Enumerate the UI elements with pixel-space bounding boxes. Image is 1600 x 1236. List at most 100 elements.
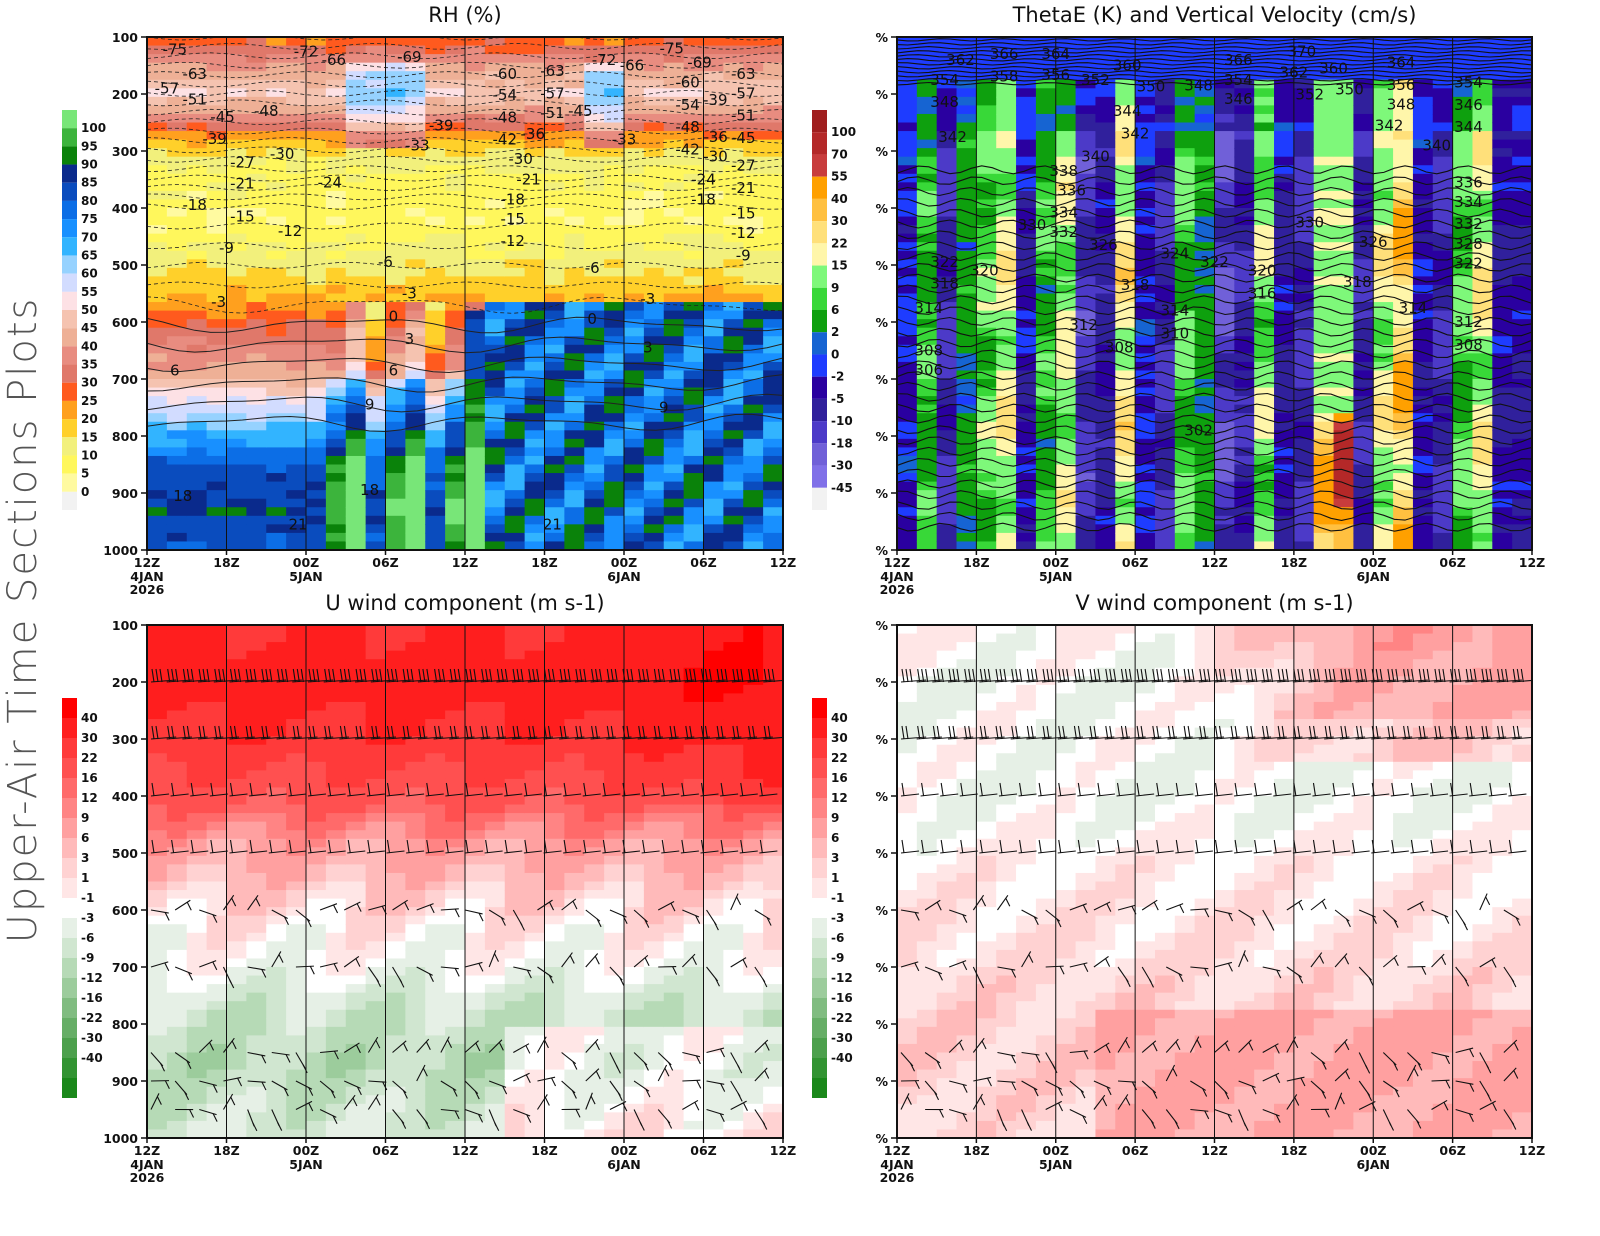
contour-cell: [166, 1009, 188, 1019]
contour-cell: [1333, 464, 1354, 474]
contour-cell: [1174, 302, 1196, 312]
contour-cell: [206, 165, 228, 175]
contour-cell: [936, 71, 958, 81]
contour-cell: [1174, 105, 1196, 115]
contour-cell: [897, 379, 918, 389]
contour-cell: [956, 515, 977, 525]
contour-cell: [1412, 216, 1434, 226]
contour-cell: [916, 45, 938, 55]
contour-cell: [956, 225, 977, 235]
contour-cell: [266, 336, 287, 346]
contour-cell: [385, 813, 406, 823]
contour-cell: [1512, 327, 1532, 337]
contour-cell: [226, 958, 247, 968]
contour-cell: [956, 284, 977, 295]
isotherm-line: [147, 146, 783, 154]
contour-cell: [1333, 447, 1354, 457]
contour-cell: [166, 1026, 188, 1036]
contour-cell: [425, 148, 446, 158]
contour-cell: [723, 165, 744, 175]
contour-cell: [306, 208, 327, 218]
contour-cell: [1214, 54, 1235, 64]
contour-cell: [186, 267, 208, 277]
contour-cell: [643, 156, 665, 166]
contour-cell: [266, 821, 287, 831]
contour-cell: [445, 250, 466, 260]
contour-cell: [266, 293, 287, 303]
contour-cell: [936, 242, 958, 252]
contour-cell: [1432, 216, 1454, 226]
contour-cell: [266, 642, 287, 652]
contour-cell: [186, 1086, 208, 1096]
contour-cell: [564, 490, 585, 500]
contour-cell: [166, 507, 188, 517]
contour-cell: [897, 302, 918, 312]
contour-cell: [286, 625, 307, 635]
contour-cell: [425, 327, 446, 337]
contour-cell: [365, 1103, 387, 1113]
contour-cell: [1472, 139, 1493, 149]
contour-cell: [484, 447, 506, 457]
contour-cell: [286, 259, 307, 269]
contour-cell: [306, 753, 327, 763]
contour-cell: [325, 319, 347, 329]
contour-cell: [1055, 173, 1077, 183]
contour-cell: [445, 259, 466, 269]
contour-cell: [286, 327, 307, 337]
contour-cell: [1333, 148, 1354, 158]
contour-label: 330: [1295, 213, 1324, 231]
contour-cell: [186, 1129, 208, 1138]
contour-cell: [445, 404, 466, 414]
contour-cell: [345, 276, 367, 286]
contour-cell: [186, 701, 208, 712]
contour-cell: [1135, 45, 1156, 55]
contour-cell: [1135, 524, 1156, 534]
contour-cell: [306, 250, 327, 260]
contour-cell: [1194, 113, 1216, 124]
contour-cell: [266, 625, 287, 635]
isotherm-line: [147, 281, 783, 289]
contour-cell: [1075, 199, 1097, 209]
contour-cell: [916, 199, 938, 209]
contour-cell: [1412, 396, 1434, 406]
contour-labels-rh: -75 -72 -66 -69-63-57-51-45-39-48-60 -63-54-…: [155, 39, 756, 533]
contour-cell: [564, 507, 585, 517]
contour-cell: [345, 855, 367, 865]
contour-cell: [1293, 284, 1315, 295]
contour-cell: [266, 379, 287, 389]
contour-cell: [1452, 370, 1474, 380]
contour-cell: [604, 532, 625, 543]
contour-cell: [1075, 173, 1097, 183]
contour-cell: [683, 148, 705, 158]
contour-cell: [1154, 96, 1176, 106]
contour-cell: [544, 225, 565, 235]
contour-cell: [365, 156, 387, 166]
contour-cell: [425, 131, 446, 141]
contour-cell: [1412, 284, 1434, 295]
contour-cell: [1016, 532, 1037, 543]
contour-cell: [1373, 233, 1394, 243]
isotherm-line: [147, 184, 783, 191]
contour-cell: [1393, 267, 1414, 277]
contour-cell: [266, 1001, 287, 1011]
contour-cell: [524, 387, 546, 397]
contour-cell: [564, 498, 585, 508]
contour-cell: [1293, 379, 1315, 389]
contour-cell: [226, 1095, 247, 1105]
contour-cell: [1254, 515, 1275, 525]
contour-cell: [246, 413, 267, 423]
contour-cell: [1095, 541, 1116, 550]
contour-cell: [186, 216, 208, 226]
contour-cell: [286, 225, 307, 235]
colorbar-label: 15: [831, 259, 848, 273]
contour-cell: [484, 131, 506, 141]
contour-cell: [1412, 242, 1434, 252]
x-tick-label: 06Z: [1439, 555, 1465, 570]
contour-cell: [286, 693, 307, 703]
contour-cell: [1293, 413, 1315, 423]
contour-cell: [663, 430, 685, 440]
contour-cell: [345, 396, 367, 406]
contour-cell: [643, 267, 665, 277]
contour-cell: [1055, 396, 1077, 406]
contour-cell: [405, 208, 426, 218]
